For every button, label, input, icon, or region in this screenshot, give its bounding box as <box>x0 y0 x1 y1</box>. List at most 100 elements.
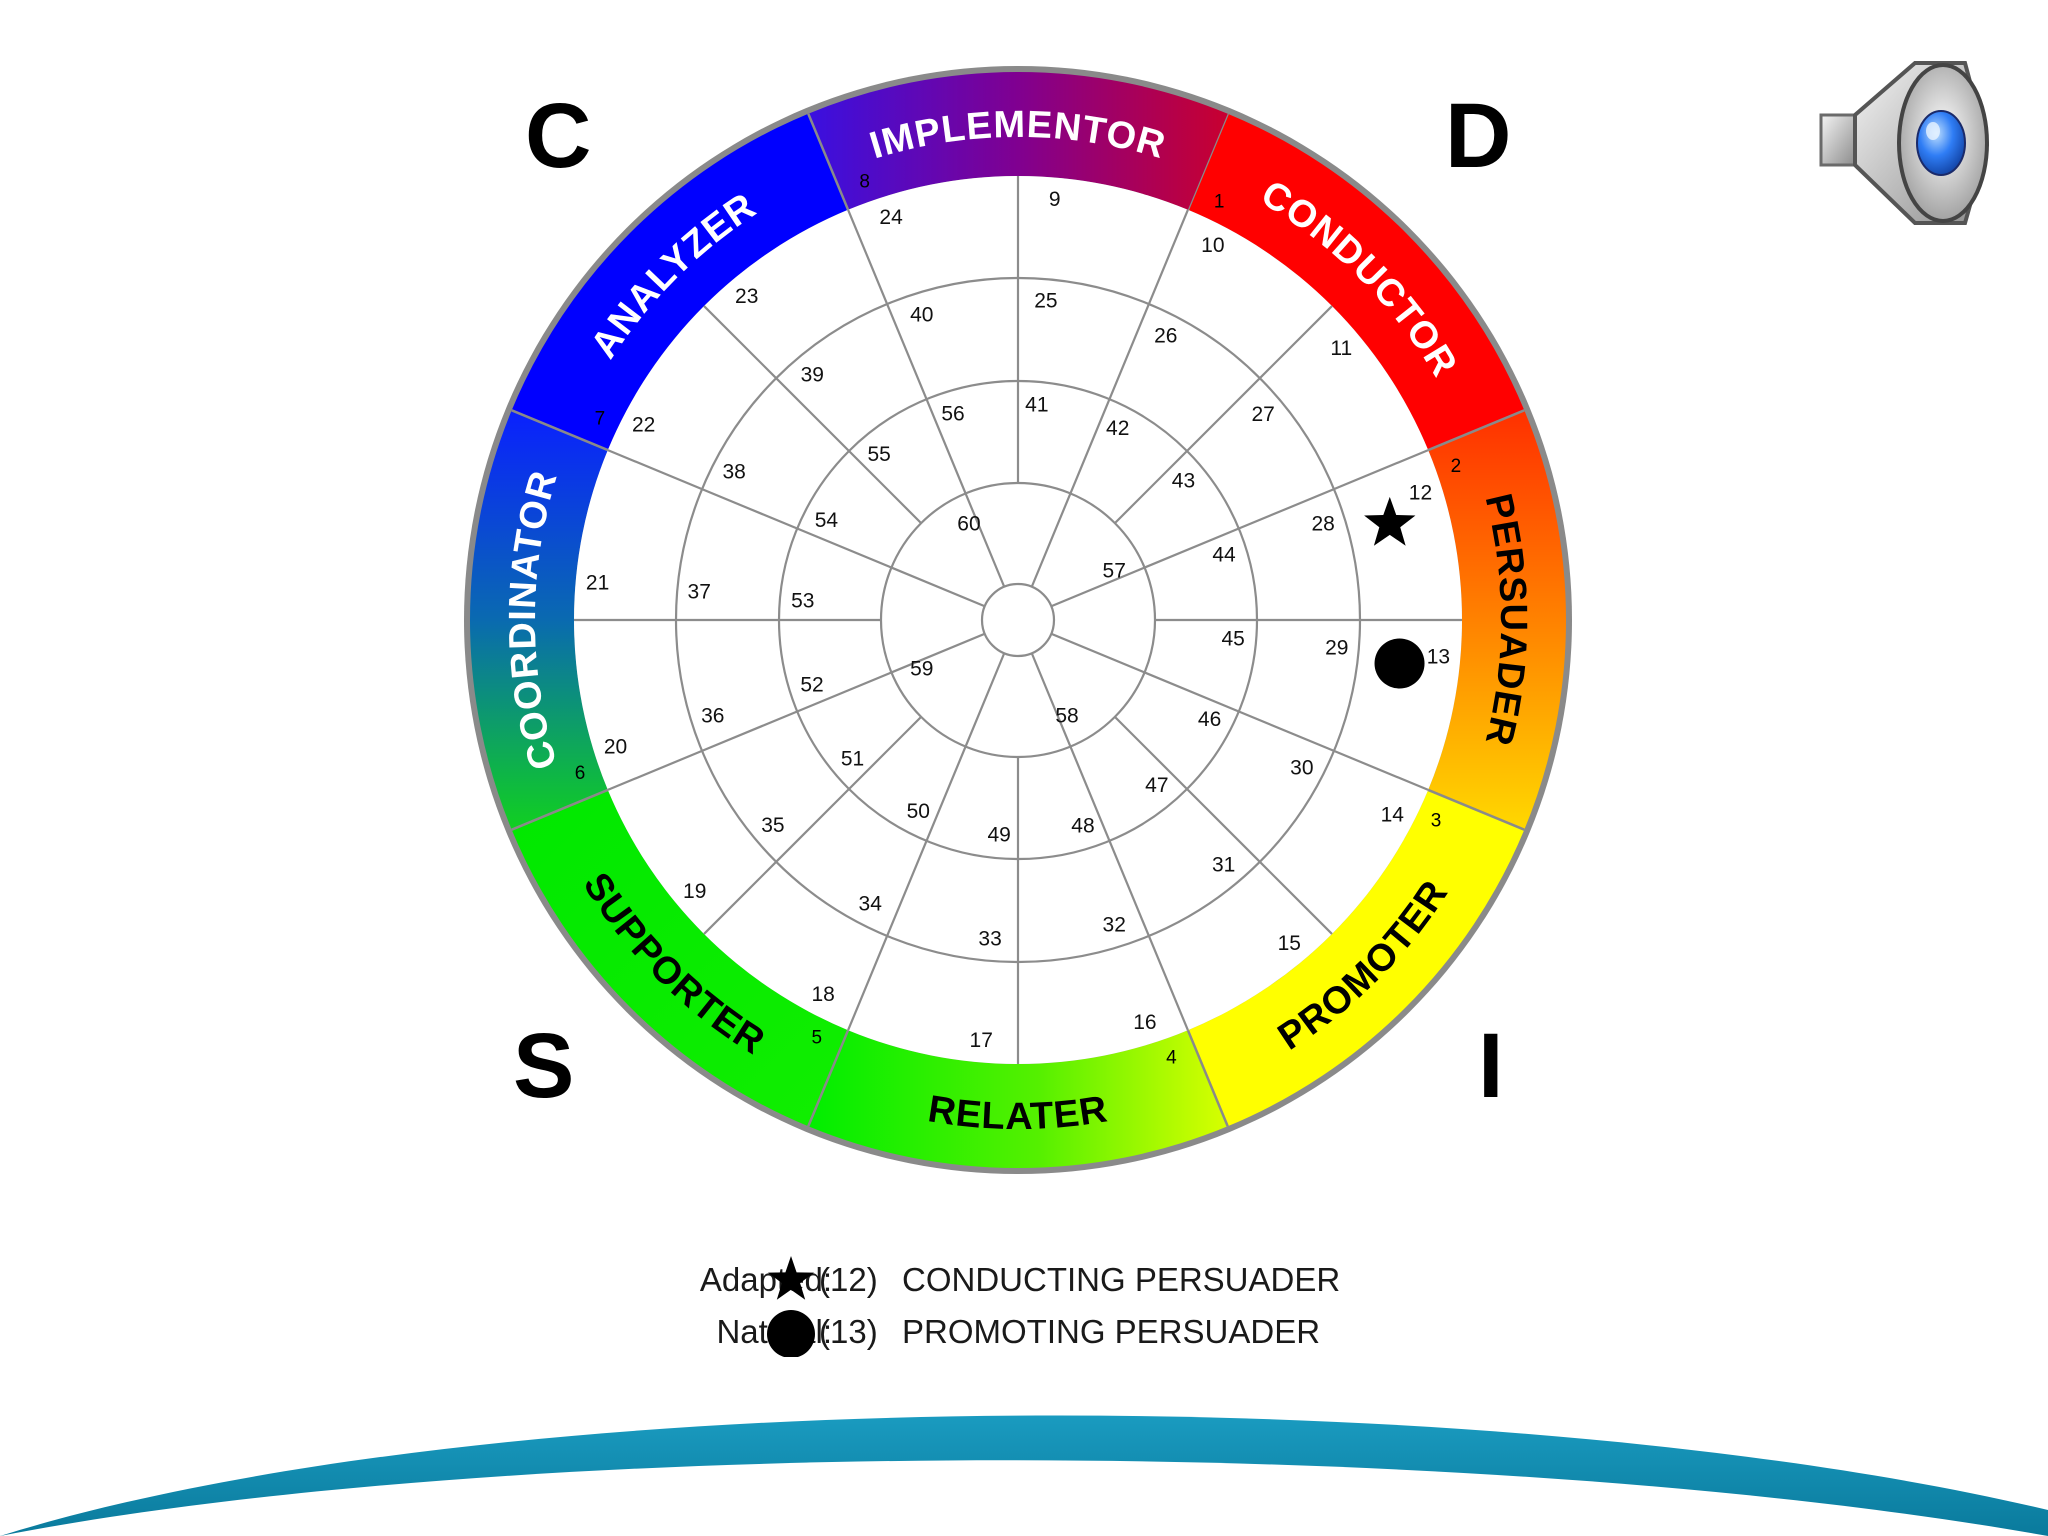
grid-spoke <box>1114 450 1188 524</box>
color-band <box>469 71 1567 1169</box>
grid-spoke <box>1333 449 1429 491</box>
legend-row-natural: Natural: (13) PROMOTING PERSUADER <box>580 1307 1480 1359</box>
position-number-60: 60 <box>957 512 980 535</box>
band-segment-supporter <box>511 789 849 1127</box>
grid-spoke <box>607 449 703 491</box>
position-number-9: 9 <box>1049 188 1061 211</box>
legend-adapted-label: Adapted: <box>699 1261 832 1298</box>
position-number-46: 46 <box>1198 708 1221 731</box>
grid-spoke <box>1259 861 1333 935</box>
band-divider <box>511 409 609 452</box>
grid-spoke <box>847 209 889 305</box>
segment-number-persuader: 2 <box>1451 456 1462 477</box>
band-segment-persuader <box>1428 410 1567 830</box>
grid-spoke <box>703 861 777 935</box>
natural-dot-marker <box>1374 638 1425 689</box>
grid-spoke <box>1238 710 1335 752</box>
position-number-56: 56 <box>941 403 964 426</box>
band-divider <box>1427 409 1525 452</box>
grid-spoke <box>1259 305 1333 379</box>
grid-spoke <box>1144 527 1240 569</box>
grid-spoke <box>847 935 889 1031</box>
position-number-34: 34 <box>859 892 883 915</box>
grid-spoke <box>964 652 1006 747</box>
position-number-44: 44 <box>1212 544 1236 567</box>
position-number-40: 40 <box>910 303 933 326</box>
grid-spoke <box>1030 493 1072 588</box>
position-number-29: 29 <box>1325 636 1348 659</box>
grid-spoke <box>891 566 986 608</box>
segment-number-analyzer: 7 <box>595 408 606 429</box>
band-divider <box>511 788 609 831</box>
band-segment-promoter <box>1187 789 1525 1127</box>
grid-spoke <box>1050 632 1145 674</box>
segment-number-promoter: 3 <box>1431 811 1442 832</box>
position-number-36: 36 <box>701 705 724 728</box>
position-number-25: 25 <box>1034 290 1057 313</box>
position-numbers: 9101112131415161718192021222324252627282… <box>586 188 1450 1052</box>
position-number-37: 37 <box>688 581 711 604</box>
grid-spoke <box>886 303 928 400</box>
position-number-15: 15 <box>1278 932 1301 955</box>
grid-spoke <box>886 840 928 937</box>
segment-number-implementor: 8 <box>859 172 870 193</box>
position-number-42: 42 <box>1106 417 1129 440</box>
grid-spoke <box>1030 652 1072 747</box>
position-number-30: 30 <box>1290 756 1313 779</box>
position-number-52: 52 <box>800 673 823 696</box>
profile-markers <box>1364 496 1425 689</box>
position-number-43: 43 <box>1172 470 1195 493</box>
segment-number-coordinator: 6 <box>575 763 586 784</box>
legend-adapted-description: CONDUCTING PERSUADER <box>902 1261 1341 1298</box>
band-divider <box>807 113 850 211</box>
grid-spoke <box>703 305 777 379</box>
corner-label-i: I <box>1478 1015 1504 1117</box>
grid-spoke <box>1114 716 1188 790</box>
grid-spoke <box>848 450 922 524</box>
grid-spoke <box>775 377 850 452</box>
band-segment-conductor <box>1187 113 1525 451</box>
grid-spoke <box>607 749 703 791</box>
position-number-11: 11 <box>1330 337 1352 360</box>
position-number-24: 24 <box>879 206 903 229</box>
position-number-59: 59 <box>910 658 933 681</box>
position-number-32: 32 <box>1103 914 1126 937</box>
legend-adapted-number: (12) <box>819 1261 878 1298</box>
band-segment-relater <box>808 1030 1228 1169</box>
grid-spoke <box>1186 788 1261 863</box>
corner-label-d: D <box>1445 85 1512 187</box>
grid-spoke <box>925 398 967 494</box>
position-number-38: 38 <box>722 461 745 484</box>
position-number-12: 12 <box>1409 482 1432 505</box>
grid-spoke <box>1050 566 1145 608</box>
grid-spoke <box>891 632 986 674</box>
band-divider <box>1427 788 1525 831</box>
position-number-39: 39 <box>801 363 824 386</box>
grid-spoke <box>1144 671 1240 713</box>
position-number-23: 23 <box>735 285 758 308</box>
position-number-57: 57 <box>1103 559 1126 582</box>
grid-spoke <box>1108 303 1150 400</box>
position-number-54: 54 <box>815 509 839 532</box>
speaker-icon[interactable] <box>1815 55 1995 235</box>
grid-spoke <box>796 671 892 713</box>
position-number-49: 49 <box>987 824 1010 847</box>
grid-spoke <box>925 746 967 842</box>
corner-label-s: S <box>513 1015 575 1117</box>
grid-spoke <box>701 710 798 752</box>
position-number-47: 47 <box>1145 774 1168 797</box>
grid-spoke <box>964 493 1006 588</box>
band-label-relater-text: RELATER <box>925 1088 1110 1138</box>
position-number-41: 41 <box>1025 393 1048 416</box>
position-number-50: 50 <box>907 800 930 823</box>
position-number-53: 53 <box>791 590 814 613</box>
position-number-33: 33 <box>978 927 1001 950</box>
position-number-35: 35 <box>761 814 784 837</box>
band-segment-analyzer <box>511 113 849 451</box>
position-number-58: 58 <box>1055 705 1078 728</box>
position-number-21: 21 <box>586 572 609 595</box>
grid-spoke <box>1147 209 1189 305</box>
grid-spoke <box>1333 749 1429 791</box>
position-number-17: 17 <box>970 1029 993 1052</box>
